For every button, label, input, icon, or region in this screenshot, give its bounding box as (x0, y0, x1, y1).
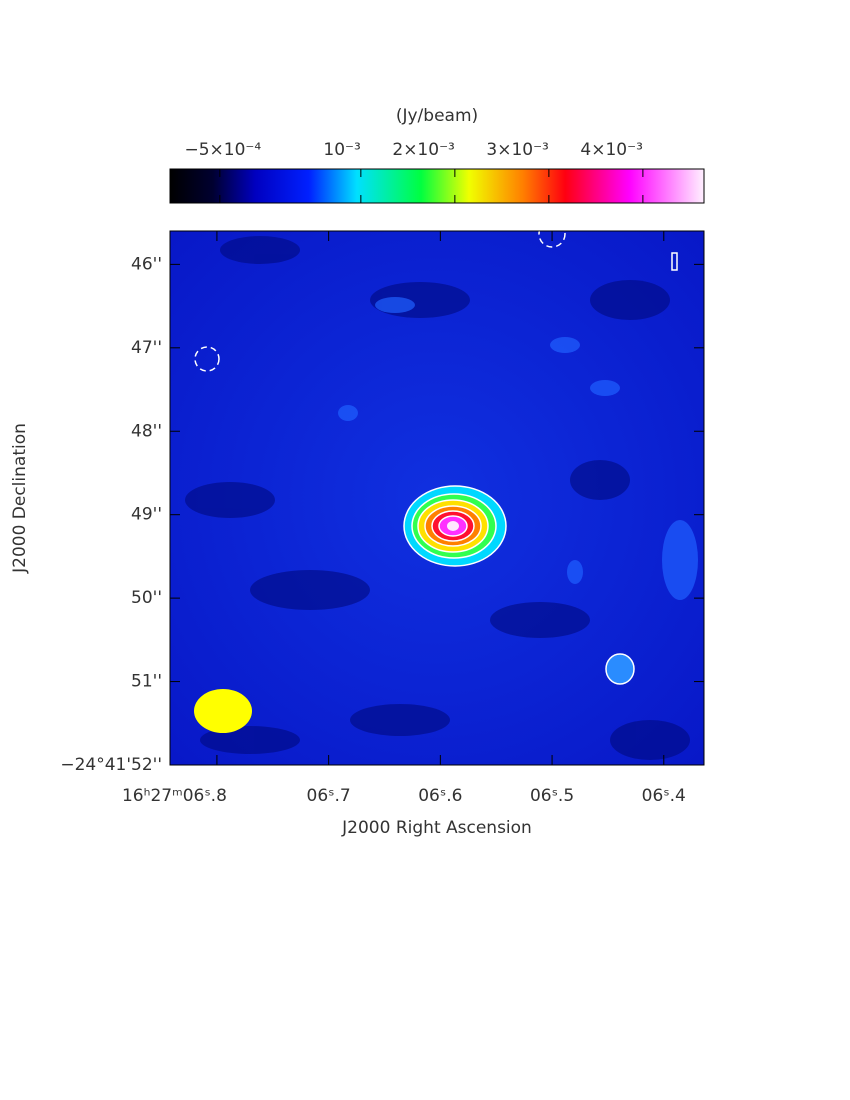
y-axis-title: J2000 Declination (10, 423, 30, 574)
colorbar-tick-label: 3×10⁻³ (486, 140, 548, 160)
y-tick-label: 50'' (131, 588, 162, 608)
y-tick-label: 49'' (131, 505, 162, 525)
colorbar-label: (Jy/beam) (396, 106, 478, 126)
x-tick-label: 06ˢ.5 (530, 786, 574, 806)
map-frame (169, 230, 705, 766)
colorbar-tick-label: 10⁻³ (323, 140, 360, 160)
x-axis-title: J2000 Right Ascension (341, 818, 532, 838)
x-tick-label: 16ʰ27ᵐ06ˢ.8 (122, 786, 227, 806)
colorbar-tick-label: −5×10⁻⁴ (184, 140, 261, 160)
x-tick-label: 06ˢ.6 (418, 786, 462, 806)
colorbar-tick-label: 4×10⁻³ (580, 140, 642, 160)
y-tick-label: 51'' (131, 672, 162, 692)
y-tick-label: 46'' (131, 254, 162, 274)
x-tick-label: 06ˢ.4 (642, 786, 686, 806)
y-tick-label: 47'' (131, 338, 162, 358)
colorbar-tick-label: 2×10⁻³ (392, 140, 454, 160)
y-tick-label: −24°41'52'' (60, 755, 162, 775)
y-tick-label: 48'' (131, 421, 162, 441)
map-image (170, 231, 704, 765)
colorbar (169, 168, 705, 204)
x-tick-label: 06ˢ.7 (307, 786, 351, 806)
